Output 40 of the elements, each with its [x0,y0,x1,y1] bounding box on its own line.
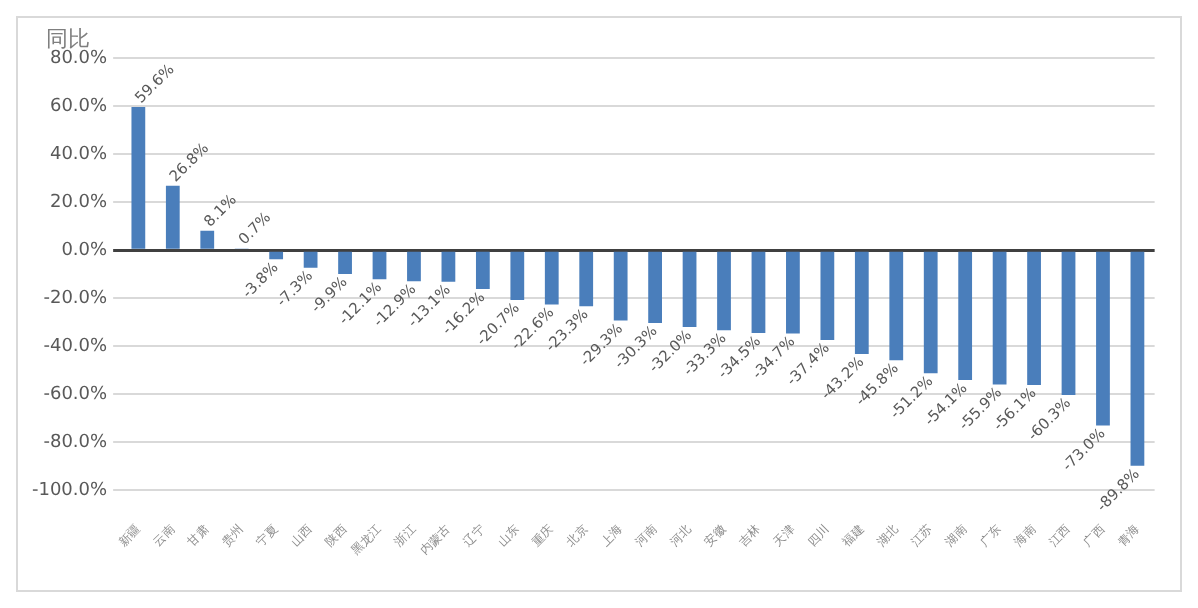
bar [889,251,904,361]
y-axis-title: 同比 [46,24,90,52]
bar [854,251,869,354]
bar [441,251,456,282]
bar [165,185,180,249]
y-tick-label: 0.0% [61,240,108,261]
bar [1096,251,1110,426]
y-tick-label: -100.0% [31,481,108,502]
bar [338,251,352,274]
bar [1027,251,1041,385]
bar [544,251,559,305]
bar [200,230,215,249]
bar [510,251,525,300]
bar [131,107,146,249]
bar [303,251,318,268]
bar [992,251,1007,385]
bar [958,251,973,381]
bar [407,251,421,282]
bar [1061,251,1076,395]
bar [1130,251,1145,466]
bar [682,251,697,328]
bar [648,251,662,323]
y-tick-label: 20.0% [49,192,109,213]
bar [372,251,387,280]
y-tick-label: -80.0% [43,433,109,454]
bar [269,251,284,260]
bar [475,251,490,290]
bar [717,251,731,331]
bar [820,251,835,340]
y-tick-label: 80.0% [49,48,109,69]
bar [786,251,800,334]
y-tick-label: 60.0% [49,96,109,117]
bar [613,251,628,321]
bar [579,251,594,307]
y-tick-label: -40.0% [43,336,109,357]
y-tick-label: 40.0% [49,144,109,165]
y-tick-label: -20.0% [43,288,109,309]
y-tick-label: -60.0% [43,384,109,405]
bar [923,251,938,374]
bar [751,251,766,334]
